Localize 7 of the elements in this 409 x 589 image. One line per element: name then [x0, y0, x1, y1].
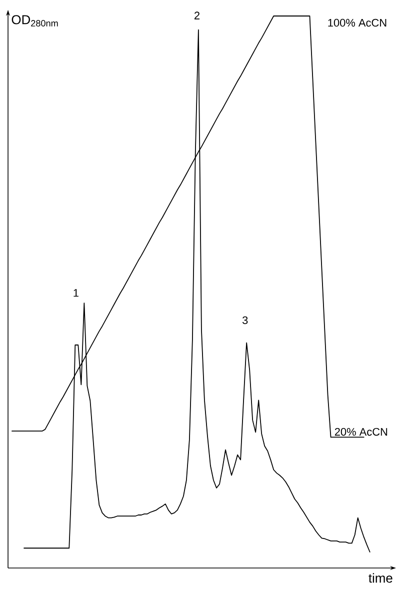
annotation: 20% AcCN — [334, 428, 388, 436]
x-axis-title: time — [368, 573, 392, 583]
y-axis-title: OD$_{280nm}$ — [12, 15, 58, 26]
annotation: 3 — [242, 316, 248, 324]
annotation: 100% AcCN — [328, 18, 386, 27]
annotation: 2 — [194, 12, 200, 20]
annotation: 1 — [74, 289, 78, 297]
